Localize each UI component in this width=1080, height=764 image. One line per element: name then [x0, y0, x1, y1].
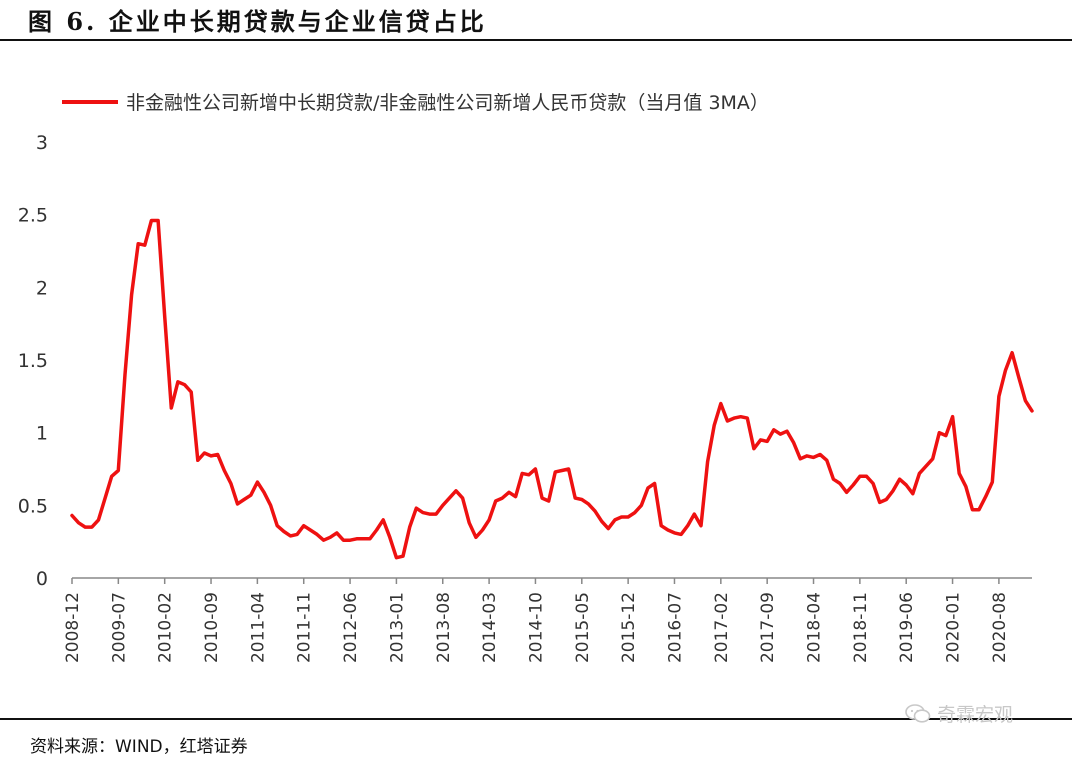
y-tick-label: 1.5 [18, 350, 48, 372]
bottom-rule [0, 718, 1072, 720]
x-tick-label: 2011-11 [295, 592, 315, 663]
x-tick-label: 2010-09 [202, 592, 222, 663]
y-axis: 0 0.5 1 1.5 2 2.5 3 [18, 132, 48, 590]
x-tick-label: 2020-01 [944, 592, 964, 663]
x-tick-label: 2012-06 [341, 592, 361, 663]
line-chart: 非金融性公司新增中长期贷款/非金融性公司新增人民币贷款（当月值 3MA） 0 0.… [18, 92, 1034, 663]
y-tick-label: 0 [36, 568, 48, 590]
top-rule [0, 39, 1072, 41]
y-tick-label: 0.5 [18, 495, 48, 517]
chart-legend: 非金融性公司新增中长期贷款/非金融性公司新增人民币贷款（当月值 3MA） [62, 92, 769, 114]
figure-title: 图 6. 企业中长期贷款与企业信贷占比 [28, 7, 487, 36]
x-tick-label: 2020-08 [990, 592, 1010, 663]
x-tick-label: 2019-06 [897, 592, 917, 663]
x-tick-label: 2015-05 [573, 592, 593, 663]
watermark: 奇霖宏观 [905, 700, 1013, 727]
legend-label: 非金融性公司新增中长期贷款/非金融性公司新增人民币贷款（当月值 3MA） [126, 92, 769, 114]
x-tick-label: 2011-04 [248, 592, 268, 663]
x-tick-label: 2014-03 [480, 592, 500, 663]
x-tick-label: 2015-12 [619, 592, 639, 663]
x-tick-label: 2017-09 [758, 592, 778, 663]
x-tick-label: 2016-07 [665, 592, 685, 663]
x-tick-label: 2010-02 [156, 592, 176, 663]
x-tick-label: 2013-08 [434, 592, 454, 663]
y-tick-label: 3 [36, 132, 48, 154]
x-tick-label: 2017-02 [712, 592, 732, 663]
series-group [70, 218, 1034, 560]
x-tick-label: 2013-01 [387, 592, 407, 663]
x-tick-label: 2018-04 [805, 592, 825, 663]
x-tick-label: 2018-11 [851, 592, 871, 663]
x-tick-label: 2008-12 [63, 592, 83, 663]
x-tick-label: 2014-10 [526, 592, 546, 663]
wechat-icon [905, 703, 931, 723]
y-tick-label: 2 [36, 277, 48, 299]
source-note: 资料来源：WIND，红塔证券 [30, 737, 248, 757]
y-tick-label: 2.5 [18, 205, 48, 227]
x-tick-label: 2009-07 [109, 592, 129, 663]
y-tick-label: 1 [36, 423, 48, 445]
x-axis: 2008-12 2009-07 2010-02 2010-09 2011-04 2011-… [63, 577, 1032, 663]
watermark-text: 奇霖宏观 [937, 704, 1014, 726]
series-line [70, 218, 1034, 560]
